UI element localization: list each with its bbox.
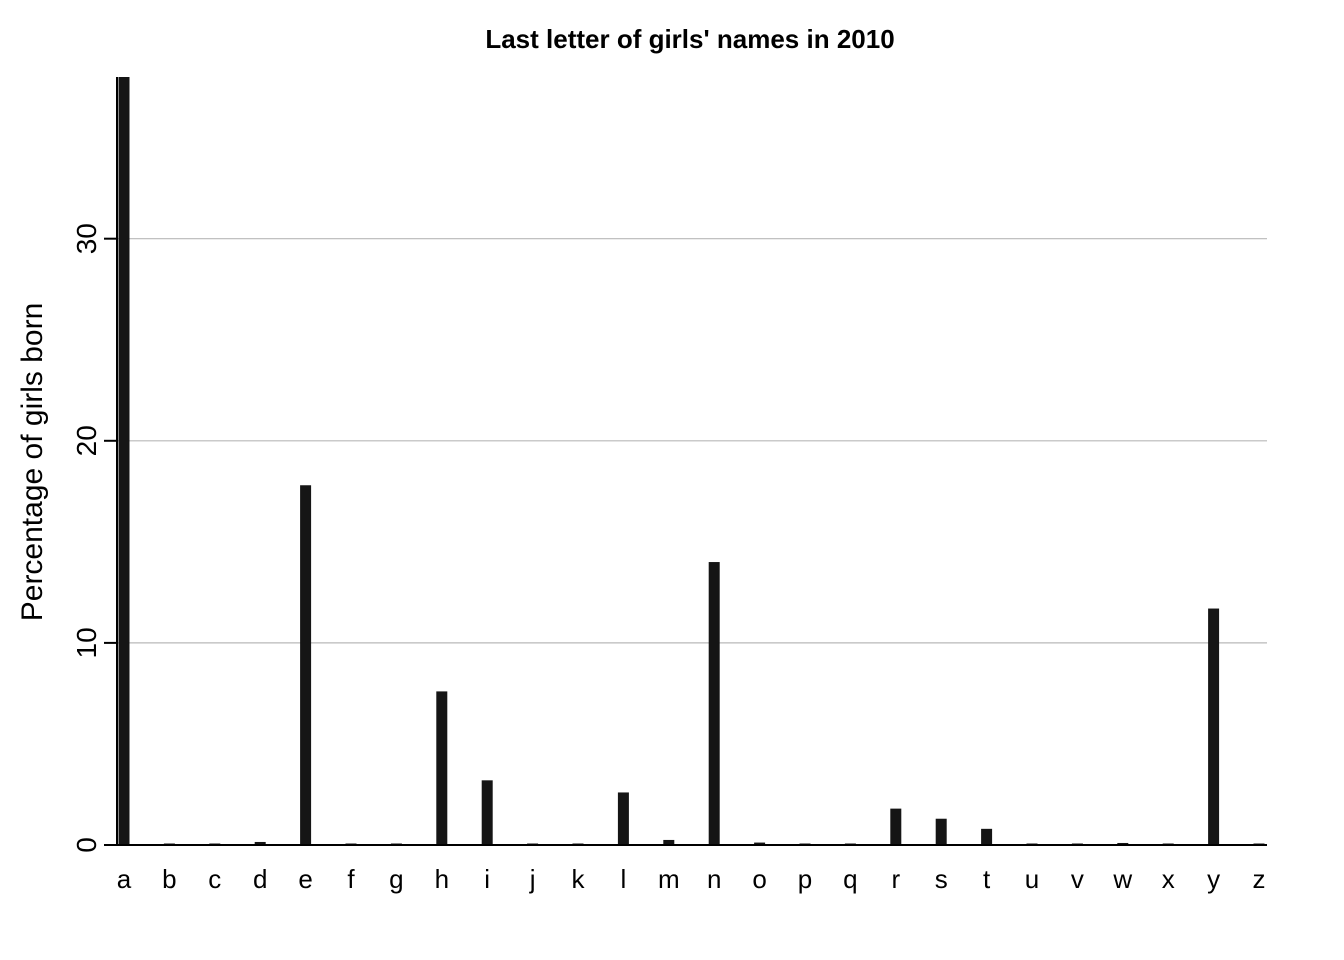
- bar-l: [617, 792, 629, 845]
- x-tick-label: p: [798, 864, 812, 894]
- x-tick-label: g: [389, 864, 403, 894]
- x-tick-label: i: [484, 864, 490, 894]
- x-tick-label: s: [935, 864, 948, 894]
- y-tick-label: 10: [71, 627, 102, 658]
- x-tick-label: h: [435, 864, 449, 894]
- chart-title: Last letter of girls' names in 2010: [485, 24, 894, 54]
- x-tick-label: x: [1162, 864, 1175, 894]
- gridlines: [117, 238, 1267, 644]
- y-axis-label: Percentage of girls born: [16, 303, 49, 622]
- x-tick-label: r: [891, 864, 900, 894]
- bar-t: [981, 828, 993, 845]
- y-tick-labels: 0 10 20 30: [71, 223, 117, 853]
- x-tick-label: t: [983, 864, 991, 894]
- bar-h: [436, 691, 448, 845]
- x-tick-label: w: [1112, 864, 1132, 894]
- bar-r: [890, 808, 902, 845]
- x-tick-label: e: [298, 864, 312, 894]
- bar-d: [254, 841, 266, 845]
- x-tick-label: a: [117, 864, 132, 894]
- x-tick-label: f: [347, 864, 355, 894]
- y-tick-label: 20: [71, 425, 102, 456]
- bar-n: [708, 562, 720, 845]
- bars: [118, 77, 1265, 845]
- x-tick-label: o: [752, 864, 766, 894]
- x-tick-label: q: [843, 864, 857, 894]
- x-tick-label: y: [1207, 864, 1220, 894]
- bar-m: [663, 839, 675, 845]
- x-tick-label: c: [208, 864, 221, 894]
- x-tick-label: d: [253, 864, 267, 894]
- x-tick-label: j: [529, 864, 536, 894]
- x-tick-label: l: [621, 864, 627, 894]
- x-tick-label: k: [572, 864, 586, 894]
- x-tick-label: z: [1253, 864, 1266, 894]
- bar-a: [118, 77, 130, 845]
- bar-e: [300, 485, 312, 845]
- bar-i: [481, 780, 493, 845]
- x-tick-label: v: [1071, 864, 1084, 894]
- y-tick-label: 30: [71, 223, 102, 254]
- x-tick-label: n: [707, 864, 721, 894]
- x-tick-label: u: [1025, 864, 1039, 894]
- x-tick-label: b: [162, 864, 176, 894]
- bar-o: [754, 842, 766, 845]
- y-tick-label: 0: [71, 837, 102, 853]
- bar-s: [935, 818, 947, 845]
- bar-y: [1208, 608, 1220, 845]
- axes: [116, 77, 1267, 846]
- x-tick-label: m: [658, 864, 680, 894]
- bar-w: [1117, 842, 1129, 845]
